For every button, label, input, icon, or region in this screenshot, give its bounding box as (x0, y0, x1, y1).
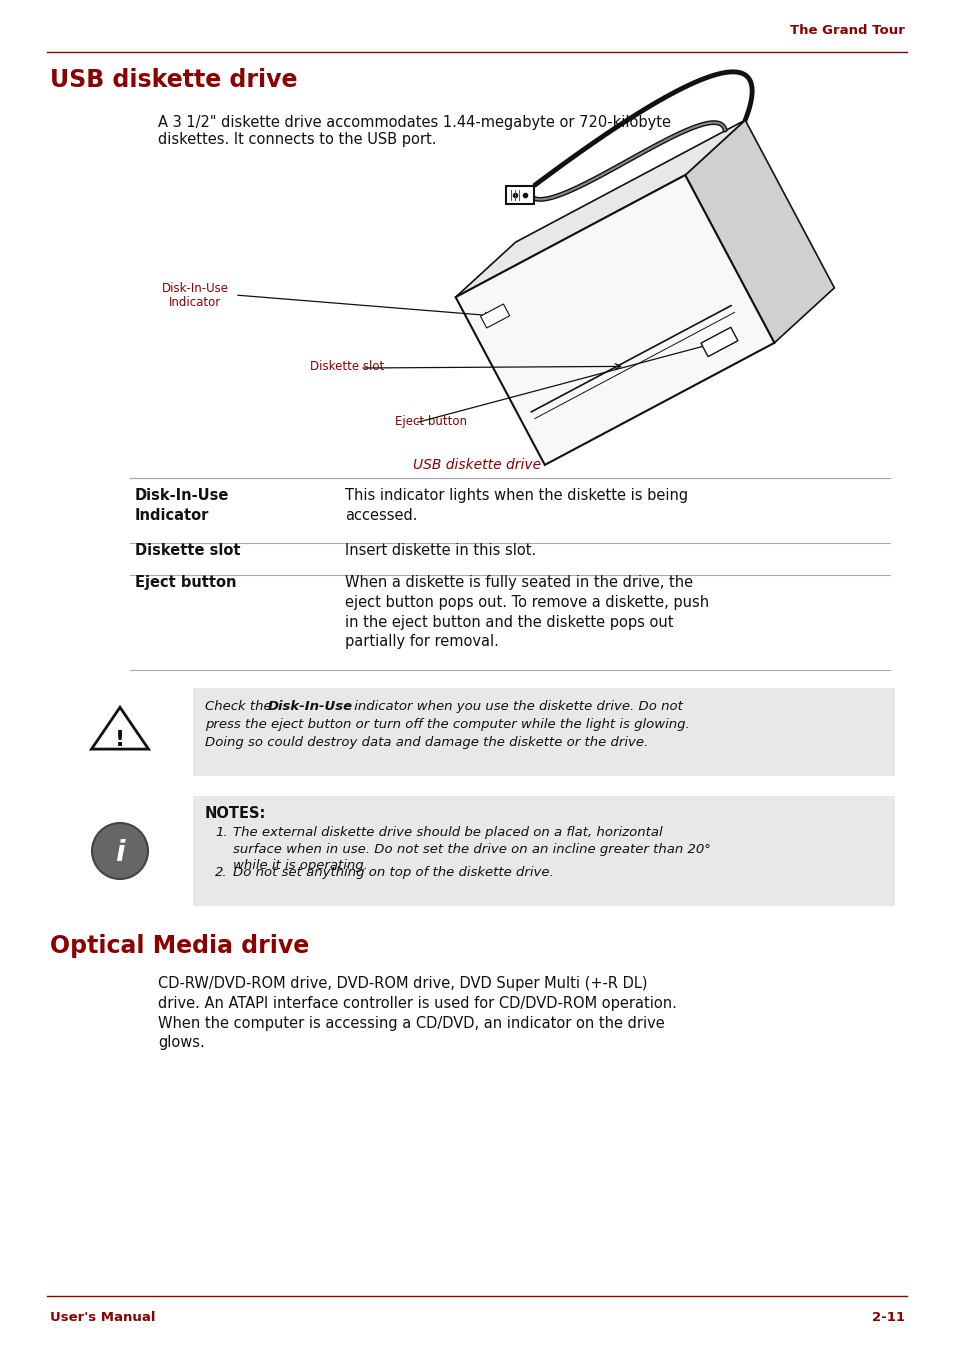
Polygon shape (456, 120, 744, 297)
Text: Do not set anything on top of the diskette drive.: Do not set anything on top of the disket… (233, 866, 553, 880)
Text: Disk-In-Use: Disk-In-Use (161, 282, 229, 295)
Bar (505, 186, 534, 204)
Polygon shape (480, 304, 509, 328)
Circle shape (91, 823, 148, 880)
Text: Check the: Check the (205, 700, 275, 713)
Text: The Grand Tour: The Grand Tour (789, 23, 904, 36)
Text: The external diskette drive should be placed on a flat, horizontal
surface when : The external diskette drive should be pl… (233, 825, 710, 871)
Text: Indicator: Indicator (169, 296, 221, 309)
Polygon shape (700, 327, 737, 357)
Text: Disk-In-Use
Indicator: Disk-In-Use Indicator (135, 488, 229, 523)
Text: press the eject button or turn off the computer while the light is glowing.: press the eject button or turn off the c… (205, 717, 689, 731)
Text: USB diskette drive: USB diskette drive (413, 458, 540, 471)
Text: i: i (115, 839, 125, 867)
Text: Eject button: Eject button (395, 415, 467, 428)
Text: 2.: 2. (214, 866, 228, 880)
Text: Doing so could destroy data and damage the diskette or the drive.: Doing so could destroy data and damage t… (205, 736, 648, 748)
Text: 2-11: 2-11 (871, 1310, 904, 1324)
Bar (193, 688, 894, 775)
Text: Diskette slot: Diskette slot (310, 359, 384, 373)
Bar (193, 796, 894, 907)
Text: 1.: 1. (214, 825, 228, 839)
Text: USB diskette drive: USB diskette drive (50, 68, 297, 92)
Text: A 3 1/2" diskette drive accommodates 1.44-megabyte or 720-kilobyte
diskettes. It: A 3 1/2" diskette drive accommodates 1.4… (158, 115, 670, 147)
Text: This indicator lights when the diskette is being
accessed.: This indicator lights when the diskette … (345, 488, 687, 523)
Polygon shape (684, 120, 834, 343)
Polygon shape (91, 708, 149, 748)
Text: When a diskette is fully seated in the drive, the
eject button pops out. To remo: When a diskette is fully seated in the d… (345, 576, 708, 650)
Text: User's Manual: User's Manual (50, 1310, 155, 1324)
Polygon shape (456, 176, 774, 465)
Text: indicator when you use the diskette drive. Do not: indicator when you use the diskette driv… (350, 700, 682, 713)
Text: Optical Media drive: Optical Media drive (50, 934, 309, 958)
Text: Insert diskette in this slot.: Insert diskette in this slot. (345, 543, 536, 558)
Text: Diskette slot: Diskette slot (135, 543, 240, 558)
Text: Eject button: Eject button (135, 576, 236, 590)
Text: !: ! (114, 730, 125, 750)
Text: CD-RW/DVD-ROM drive, DVD-ROM drive, DVD Super Multi (+-R DL)
drive. An ATAPI int: CD-RW/DVD-ROM drive, DVD-ROM drive, DVD … (158, 975, 677, 1050)
Text: Disk-In-Use: Disk-In-Use (268, 700, 353, 713)
Text: NOTES:: NOTES: (205, 807, 266, 821)
